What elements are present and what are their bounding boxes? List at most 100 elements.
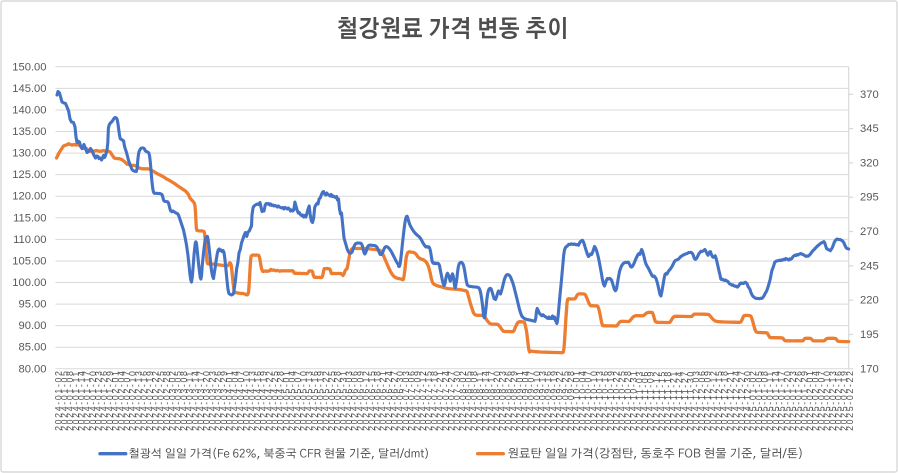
- svg-text:2024-09-07: 2024-09-07: [526, 369, 536, 431]
- svg-text:2025-02-04: 2025-02-04: [811, 369, 821, 431]
- svg-text:110.00: 110.00: [13, 234, 46, 246]
- svg-text:2025-01-26: 2025-01-26: [794, 369, 804, 431]
- svg-text:2024-11-21: 2024-11-21: [668, 370, 678, 431]
- svg-text:2025-02-22: 2025-02-22: [845, 369, 855, 431]
- svg-text:2024-10-19: 2024-10-19: [606, 369, 616, 431]
- svg-text:2024-05-16: 2024-05-16: [310, 369, 320, 431]
- svg-text:2024-04-13: 2024-04-13: [247, 369, 257, 431]
- svg-text:120.00: 120.00: [12, 191, 46, 203]
- svg-text:2024-08-29: 2024-08-29: [509, 369, 519, 431]
- svg-text:2024-09-01: 2024-09-01: [515, 369, 525, 431]
- svg-text:2024-08-20: 2024-08-20: [492, 369, 502, 431]
- svg-text:100.00: 100.00: [12, 277, 46, 289]
- svg-text:2024-08-08: 2024-08-08: [469, 369, 479, 431]
- svg-text:2024-02-19: 2024-02-19: [145, 369, 155, 431]
- svg-text:2024-12-15: 2024-12-15: [714, 369, 724, 431]
- svg-text:2024-05-31: 2024-05-31: [338, 369, 348, 431]
- svg-text:2024-11-24: 2024-11-24: [674, 370, 684, 431]
- svg-text:2024-12-21: 2024-12-21: [725, 369, 735, 431]
- svg-text:2024-04-10: 2024-04-10: [242, 369, 252, 431]
- svg-text:2024-08-23: 2024-08-23: [498, 369, 508, 431]
- svg-text:2024-08-02: 2024-08-02: [458, 369, 468, 431]
- svg-text:95.00: 95.00: [19, 299, 47, 311]
- svg-text:2024-06-15: 2024-06-15: [367, 369, 377, 431]
- svg-text:2025-02-13: 2025-02-13: [828, 369, 838, 431]
- svg-text:2024-05-10: 2024-05-10: [299, 369, 309, 431]
- svg-text:2024-09-10: 2024-09-10: [532, 369, 542, 431]
- svg-text:150.00: 150.00: [12, 61, 46, 73]
- svg-text:2024-12-18: 2024-12-18: [720, 369, 730, 431]
- svg-text:85.00: 85.00: [19, 342, 47, 354]
- svg-text:2024-07-15: 2024-07-15: [424, 369, 434, 431]
- svg-text:2024-03-14: 2024-03-14: [190, 369, 200, 430]
- svg-text:2024-07-06: 2024-07-06: [407, 369, 417, 431]
- svg-text:2024-07-21: 2024-07-21: [435, 369, 445, 431]
- svg-text:2024-04-04: 2024-04-04: [230, 369, 240, 431]
- svg-text:2024-06-06: 2024-06-06: [350, 369, 360, 431]
- svg-text:2024-07-09: 2024-07-09: [412, 369, 422, 431]
- svg-text:2024-06-30: 2024-06-30: [395, 369, 405, 431]
- svg-text:2024-04-16: 2024-04-16: [253, 369, 263, 431]
- svg-text:2024-11-30: 2024-11-30: [686, 370, 696, 431]
- svg-text:2024-02-16: 2024-02-16: [139, 369, 149, 431]
- svg-text:2024-03-11: 2024-03-11: [185, 370, 195, 431]
- svg-text:2024-10-22: 2024-10-22: [612, 369, 622, 431]
- svg-text:2024-05-01: 2024-05-01: [281, 369, 291, 431]
- svg-text:2024-11-09: 2024-11-09: [646, 370, 656, 431]
- svg-text:2024-12-06: 2024-12-06: [697, 369, 707, 431]
- svg-text:2024-02-28: 2024-02-28: [162, 369, 172, 431]
- svg-text:2025-01-20: 2025-01-20: [782, 369, 792, 431]
- svg-text:2024-08-05: 2024-08-05: [464, 369, 474, 431]
- svg-text:2024-02-10: 2024-02-10: [128, 369, 138, 431]
- svg-text:2024-07-03: 2024-07-03: [401, 369, 411, 431]
- svg-text:2024-06-03: 2024-06-03: [344, 369, 354, 431]
- svg-text:105.00: 105.00: [12, 255, 46, 267]
- svg-text:2024-02-25: 2024-02-25: [156, 369, 166, 431]
- svg-text:2024-05-13: 2024-05-13: [304, 369, 314, 431]
- svg-text:2024-02-13: 2024-02-13: [133, 369, 143, 431]
- svg-text:2024-01-08: 2024-01-08: [65, 369, 75, 431]
- svg-text:2024-11-15: 2024-11-15: [657, 370, 667, 431]
- svg-text:2024-12-30: 2024-12-30: [742, 369, 752, 431]
- svg-text:140.00: 140.00: [12, 104, 46, 116]
- svg-text:2024-12-03: 2024-12-03: [691, 369, 701, 431]
- svg-text:2025-02-16: 2025-02-16: [834, 369, 844, 431]
- svg-text:2024-09-28: 2024-09-28: [566, 369, 576, 431]
- svg-text:2024-05-04: 2024-05-04: [287, 369, 297, 431]
- svg-text:245: 245: [860, 260, 879, 272]
- svg-text:2024-05-25: 2024-05-25: [327, 369, 337, 431]
- svg-text:2024-05-07: 2024-05-07: [293, 369, 303, 431]
- svg-text:2024-10-16: 2024-10-16: [600, 369, 610, 431]
- svg-text:320: 320: [860, 157, 879, 169]
- svg-text:90.00: 90.00: [19, 320, 47, 332]
- svg-text:170: 170: [860, 363, 879, 375]
- svg-text:2025-01-23: 2025-01-23: [788, 369, 798, 431]
- svg-text:2024-06-18: 2024-06-18: [373, 369, 383, 431]
- svg-text:2024-07-18: 2024-07-18: [429, 369, 439, 431]
- svg-text:2024-01-14: 2024-01-14: [77, 369, 87, 431]
- svg-text:2024-03-20: 2024-03-20: [202, 369, 212, 431]
- svg-text:2024-01-05: 2024-01-05: [59, 369, 69, 431]
- svg-text:2024-01-20: 2024-01-20: [88, 369, 98, 431]
- svg-text:2024-09-22: 2024-09-22: [555, 369, 565, 431]
- svg-text:2024-02-07: 2024-02-07: [122, 369, 132, 431]
- svg-text:2024-09-13: 2024-09-13: [538, 369, 548, 431]
- svg-text:2024-06-09: 2024-06-09: [355, 369, 365, 431]
- svg-text:2024-05-28: 2024-05-28: [333, 369, 343, 431]
- svg-text:220: 220: [860, 295, 879, 307]
- svg-text:80.00: 80.00: [19, 363, 47, 375]
- svg-text:2024-09-04: 2024-09-04: [521, 369, 531, 431]
- svg-text:2024-06-21: 2024-06-21: [378, 369, 388, 431]
- svg-text:2024-01-11: 2024-01-11: [71, 370, 81, 431]
- svg-text:2024-06-27: 2024-06-27: [390, 369, 400, 431]
- svg-text:2024-07-27: 2024-07-27: [447, 369, 457, 431]
- svg-text:2025-01-14: 2025-01-14: [771, 369, 781, 431]
- svg-text:2024-01-23: 2024-01-23: [94, 369, 104, 431]
- svg-text:2024-07-24: 2024-07-24: [441, 369, 451, 431]
- svg-text:2024-08-26: 2024-08-26: [503, 369, 513, 431]
- svg-text:2024-06-24: 2024-06-24: [384, 369, 394, 431]
- svg-text:2024-03-02: 2024-03-02: [168, 369, 178, 431]
- svg-text:2024-07-12: 2024-07-12: [418, 369, 428, 431]
- svg-text:2025-02-19: 2025-02-19: [839, 369, 849, 431]
- svg-text:2024-02-22: 2024-02-22: [151, 369, 161, 431]
